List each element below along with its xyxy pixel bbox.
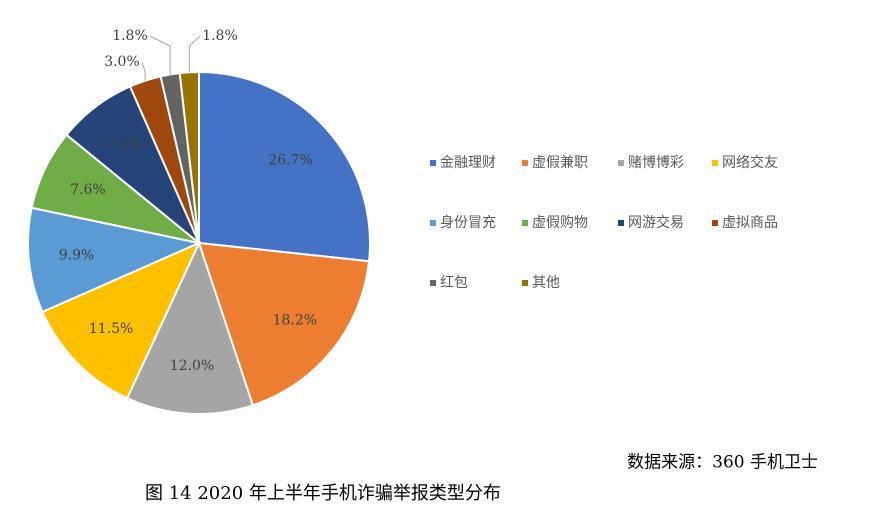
legend-label: 身份冒充 xyxy=(440,215,496,231)
legend-label: 虚拟商品 xyxy=(722,215,778,231)
legend-label: 网游交易 xyxy=(628,214,684,231)
legend-marker xyxy=(712,160,718,166)
legend-marker xyxy=(522,220,528,226)
legend-label: 赌博博彩 xyxy=(628,154,684,171)
pie-slice xyxy=(125,240,255,415)
data-label: 12.0% xyxy=(170,358,214,374)
pie-slice xyxy=(27,206,203,314)
pie-slice xyxy=(198,70,371,263)
source: 数据来源：360 手机卫士 xyxy=(627,453,818,473)
pie: 26.7% 18.2% 12.0% 11.5% 9.9% 7.6% 7.5% 3.0% 1.8%… xyxy=(27,28,371,415)
data-label: 1.8% xyxy=(112,28,148,44)
legend-marker xyxy=(618,220,624,226)
legend-label: 金融理财 xyxy=(440,155,496,171)
leader-line xyxy=(188,35,201,73)
data-label: 26.7% xyxy=(268,153,312,169)
data-label: 7.6% xyxy=(70,182,106,198)
legend-marker xyxy=(430,160,436,166)
legend-marker xyxy=(618,160,624,166)
legend-marker xyxy=(430,280,436,286)
pie-slice xyxy=(41,241,202,400)
legend-marker xyxy=(430,220,436,226)
legend-label: 其他 xyxy=(532,275,560,291)
leader-line xyxy=(141,61,146,81)
legend-label: 红包 xyxy=(440,275,468,291)
data-label: 1.8% xyxy=(202,28,238,44)
pie-slice xyxy=(178,70,200,244)
legend-marker xyxy=(522,160,528,166)
chart-title: 图 14 2020 年上半年手机诈骗举报类型分布 xyxy=(145,483,501,504)
pie-slice xyxy=(197,241,371,407)
data-label: 11.5% xyxy=(89,321,133,337)
leader-line xyxy=(149,35,171,75)
legend-label: 虚假购物 xyxy=(532,215,588,231)
data-label: 7.5% xyxy=(107,137,143,153)
legend-marker xyxy=(712,220,718,226)
legend-label: 网络交友 xyxy=(722,154,778,171)
data-label: 18.2% xyxy=(273,312,317,328)
legend-marker xyxy=(522,280,528,286)
data-label: 3.0% xyxy=(104,54,140,70)
data-label: 9.9% xyxy=(59,248,95,264)
legend-label: 虚假兼职 xyxy=(532,155,588,171)
